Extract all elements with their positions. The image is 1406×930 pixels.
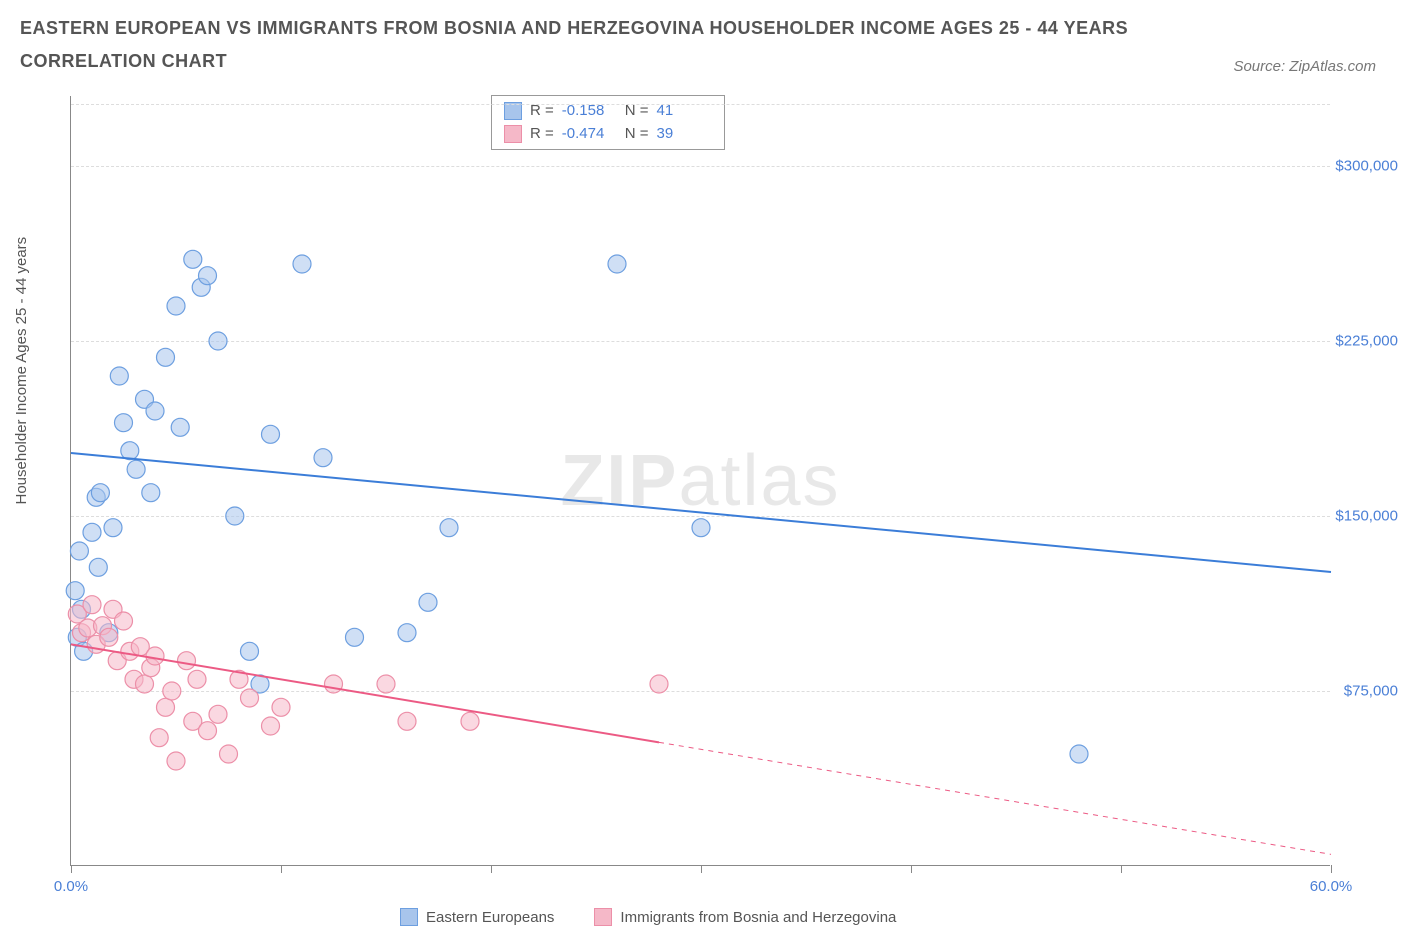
data-point <box>220 745 238 763</box>
chart-title-line1: EASTERN EUROPEAN VS IMMIGRANTS FROM BOSN… <box>20 18 1386 39</box>
data-point <box>157 348 175 366</box>
data-point <box>104 519 122 537</box>
data-point <box>241 642 259 660</box>
data-point <box>272 698 290 716</box>
data-point <box>226 507 244 525</box>
data-point <box>167 752 185 770</box>
data-point <box>146 647 164 665</box>
data-point <box>608 255 626 273</box>
data-point <box>171 418 189 436</box>
data-point <box>115 612 133 630</box>
data-point <box>346 628 364 646</box>
x-tick <box>281 865 282 873</box>
data-point <box>100 628 118 646</box>
chart-title-line2: CORRELATION CHART <box>20 51 1386 72</box>
data-point <box>157 698 175 716</box>
x-tick <box>911 865 912 873</box>
data-point <box>650 675 668 693</box>
data-point <box>209 705 227 723</box>
y-tick-label: $300,000 <box>1335 158 1398 175</box>
data-point <box>398 712 416 730</box>
legend-swatch <box>594 908 612 926</box>
plot-area: ZIPatlas R =-0.158N =41R =-0.474N =39 $7… <box>70 96 1330 866</box>
x-tick <box>71 865 72 873</box>
y-tick-label: $75,000 <box>1344 683 1398 700</box>
y-tick-label: $225,000 <box>1335 333 1398 350</box>
data-point <box>209 332 227 350</box>
data-point <box>241 689 259 707</box>
data-point <box>136 675 154 693</box>
data-point <box>70 542 88 560</box>
data-point <box>127 460 145 478</box>
data-point <box>1070 745 1088 763</box>
data-point <box>150 729 168 747</box>
chart-svg <box>71 96 1331 866</box>
y-tick-label: $150,000 <box>1335 508 1398 525</box>
data-point <box>110 367 128 385</box>
legend-item: Eastern Europeans <box>400 908 554 926</box>
data-point <box>142 484 160 502</box>
data-point <box>188 670 206 688</box>
data-point <box>83 523 101 541</box>
data-point <box>325 675 343 693</box>
data-point <box>440 519 458 537</box>
data-point <box>314 449 332 467</box>
data-point <box>66 582 84 600</box>
data-point <box>377 675 395 693</box>
data-point <box>199 267 217 285</box>
x-tick-label: 0.0% <box>54 878 88 895</box>
data-point <box>262 717 280 735</box>
x-tick <box>1331 865 1332 873</box>
data-point <box>262 425 280 443</box>
x-tick <box>491 865 492 873</box>
y-axis-label: Householder Income Ages 25 - 44 years <box>13 237 30 505</box>
data-point <box>91 484 109 502</box>
legend-swatch <box>400 908 418 926</box>
legend-label: Immigrants from Bosnia and Herzegovina <box>620 909 896 926</box>
data-point <box>398 624 416 642</box>
source-label: Source: ZipAtlas.com <box>1233 58 1376 75</box>
data-point <box>83 596 101 614</box>
legend-item: Immigrants from Bosnia and Herzegovina <box>594 908 896 926</box>
trend-line-dashed <box>659 742 1331 854</box>
data-point <box>163 682 181 700</box>
x-tick <box>701 865 702 873</box>
x-tick-label: 60.0% <box>1310 878 1353 895</box>
data-point <box>89 558 107 576</box>
legend: Eastern Europeans Immigrants from Bosnia … <box>400 908 896 926</box>
data-point <box>419 593 437 611</box>
trend-line <box>71 644 659 742</box>
chart-container: Householder Income Ages 25 - 44 years ZI… <box>40 96 1380 896</box>
data-point <box>146 402 164 420</box>
data-point <box>115 414 133 432</box>
x-tick <box>1121 865 1122 873</box>
data-point <box>199 722 217 740</box>
data-point <box>184 250 202 268</box>
data-point <box>692 519 710 537</box>
data-point <box>293 255 311 273</box>
data-point <box>167 297 185 315</box>
trend-line <box>71 453 1331 572</box>
data-point <box>461 712 479 730</box>
legend-label: Eastern Europeans <box>426 909 554 926</box>
data-point <box>178 652 196 670</box>
